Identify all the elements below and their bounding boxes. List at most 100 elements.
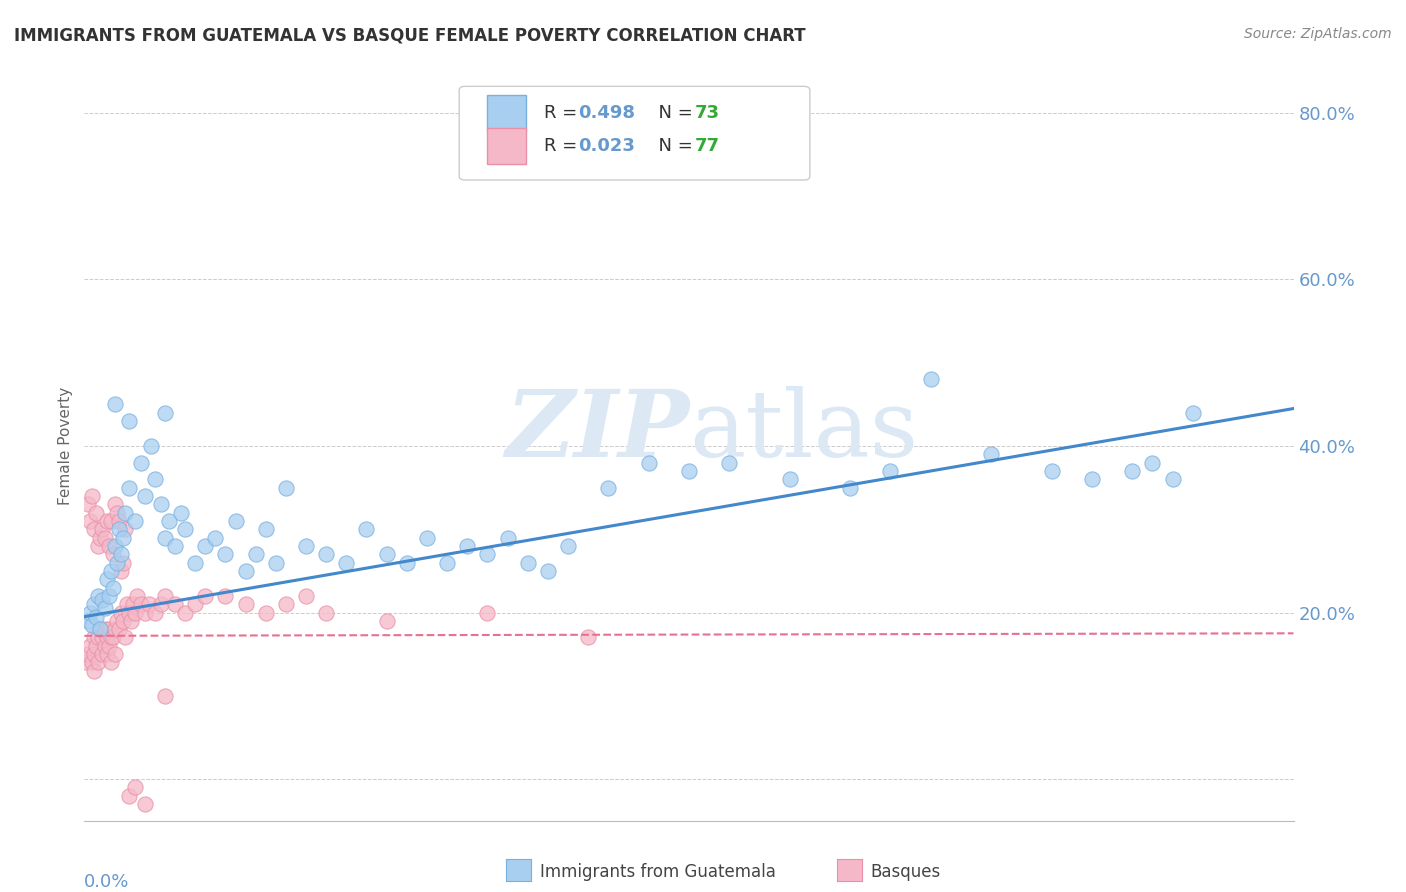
Point (83, 597, 105, 611)
Point (165, 597, 187, 611)
Point (134, 489, 156, 503)
Point (138, 597, 160, 611)
Point (93, 601, 115, 615)
Y-axis label: Female Poverty: Female Poverty (58, 387, 73, 505)
Point (121, 597, 143, 611)
Point (153, 589, 176, 603)
Point (225, 514, 247, 528)
Point (75, 656, 97, 670)
Point (91, 522, 114, 536)
Point (416, 531, 439, 545)
Point (516, 556, 538, 570)
Point (89, 622, 111, 636)
FancyBboxPatch shape (486, 95, 526, 130)
Text: IMMIGRANTS FROM GUATEMALA VS BASQUE FEMALE POVERTY CORRELATION CHART: IMMIGRANTS FROM GUATEMALA VS BASQUE FEMA… (14, 27, 806, 45)
Point (91, 647, 114, 661)
Point (83, 647, 105, 661)
Point (96, 572, 118, 586)
Point (477, 547, 499, 561)
Point (395, 556, 418, 570)
Point (100, 564, 122, 578)
Point (110, 564, 132, 578)
Point (79, 639, 101, 653)
Point (118, 606, 141, 620)
Point (129, 597, 152, 611)
Text: 77: 77 (695, 137, 720, 155)
Point (105, 556, 128, 570)
Point (1142, 456, 1164, 470)
Point (86, 609, 108, 624)
Point (149, 497, 172, 511)
Point (124, 606, 146, 620)
Point (118, 481, 141, 495)
Point (165, 539, 187, 553)
Point (86, 506, 108, 520)
Point (184, 556, 207, 570)
Point (89, 531, 111, 545)
Point (77, 497, 100, 511)
Point (170, 506, 193, 520)
Point (107, 622, 129, 636)
Point (264, 556, 287, 570)
Point (114, 506, 136, 520)
Text: 73: 73 (695, 103, 720, 121)
Point (107, 514, 129, 528)
FancyBboxPatch shape (486, 128, 526, 164)
Point (82, 656, 104, 670)
Point (79, 606, 101, 620)
Point (1181, 406, 1204, 420)
Point (194, 589, 217, 603)
Point (87, 656, 110, 670)
Point (245, 547, 267, 561)
Point (839, 481, 862, 495)
Text: 0.498: 0.498 (578, 103, 634, 121)
Point (375, 614, 398, 628)
Point (79, 514, 101, 528)
Point (143, 606, 166, 620)
Point (101, 631, 124, 645)
Point (980, 447, 1002, 461)
Point (718, 456, 741, 470)
Point (214, 589, 236, 603)
Point (779, 472, 801, 486)
Point (93, 639, 115, 653)
Point (129, 456, 152, 470)
Point (456, 539, 478, 553)
Point (153, 531, 176, 545)
Point (254, 606, 277, 620)
Point (118, 414, 141, 428)
Point (115, 597, 138, 611)
Point (214, 547, 236, 561)
Point (118, 789, 141, 803)
Point (879, 464, 901, 478)
Text: N =: N = (647, 103, 699, 121)
Text: Source: ZipAtlas.com: Source: ZipAtlas.com (1244, 27, 1392, 41)
Point (83, 664, 105, 678)
Point (254, 522, 277, 536)
Point (204, 531, 226, 545)
Point (87, 631, 110, 645)
Point (77, 614, 100, 628)
Point (477, 606, 499, 620)
Point (1081, 472, 1104, 486)
Point (100, 631, 122, 645)
Point (120, 614, 142, 628)
Point (356, 522, 378, 536)
Point (93, 531, 115, 545)
Point (111, 531, 134, 545)
Point (124, 514, 146, 528)
Point (1161, 472, 1184, 486)
Point (82, 489, 104, 503)
Point (96, 514, 118, 528)
Point (89, 622, 111, 636)
Point (104, 397, 127, 411)
Point (107, 522, 129, 536)
Point (496, 531, 519, 545)
Point (184, 597, 207, 611)
Point (678, 464, 700, 478)
Point (105, 506, 128, 520)
FancyBboxPatch shape (460, 87, 810, 180)
Point (82, 618, 104, 632)
Point (101, 581, 124, 595)
Point (124, 780, 146, 795)
